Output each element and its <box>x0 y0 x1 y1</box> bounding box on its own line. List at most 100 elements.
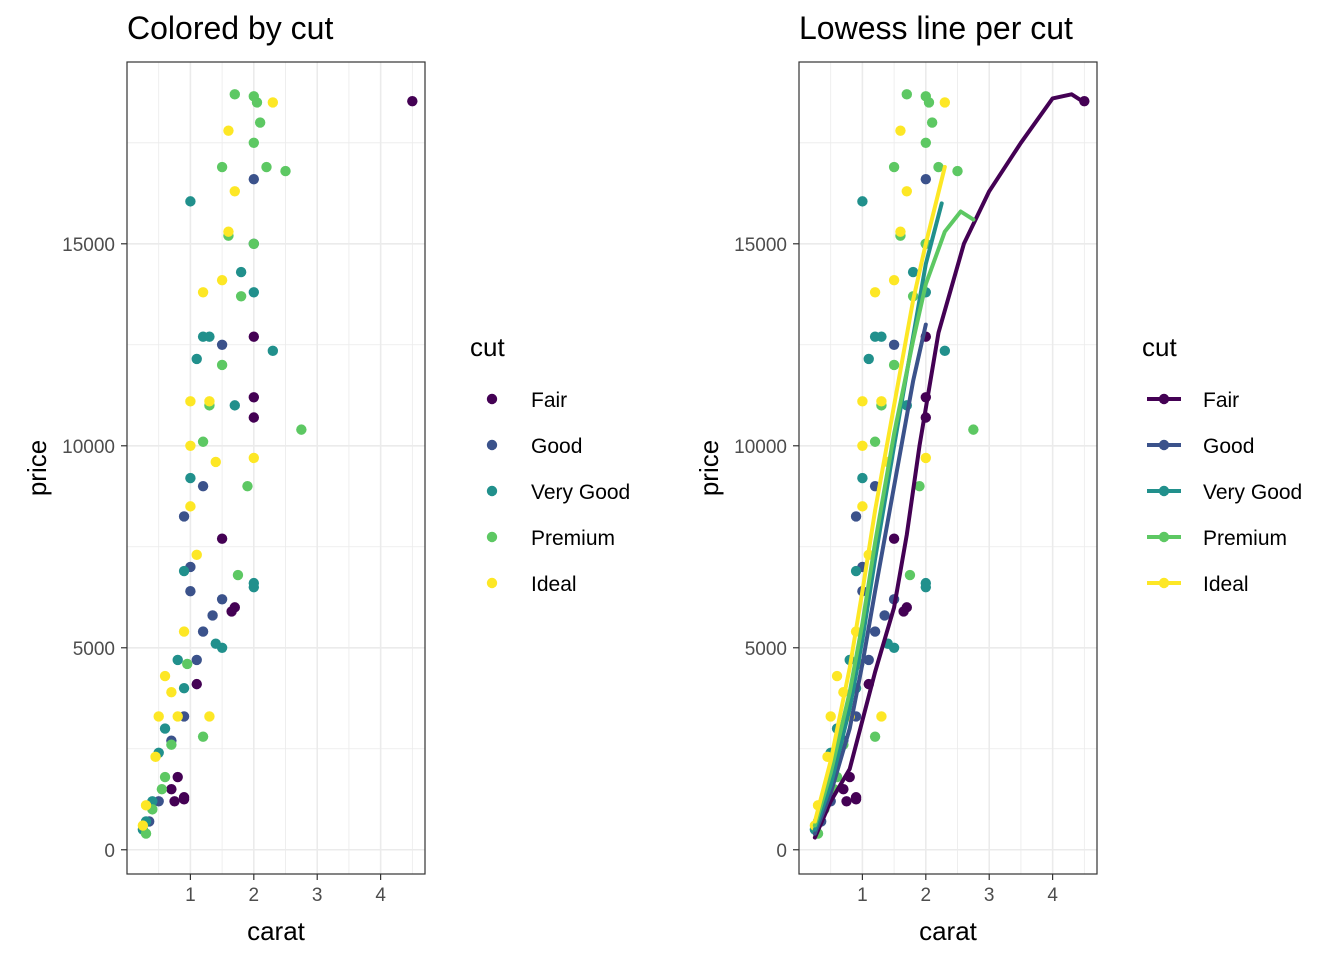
data-point-ideal <box>857 440 868 451</box>
panel-border <box>126 61 426 875</box>
lowess-line-premium <box>812 209 976 828</box>
legend-item: Ideal <box>1147 573 1249 596</box>
data-point-fair <box>841 796 852 807</box>
chart-title: Lowess line per cut <box>799 10 1073 46</box>
data-point-good <box>197 480 209 492</box>
legend-key-point <box>1158 531 1170 543</box>
legend-item: Good <box>486 435 582 458</box>
data-point-good <box>185 586 196 597</box>
data-point-premium <box>952 165 963 177</box>
legend-label: Good <box>531 435 582 458</box>
data-point-premium <box>235 291 247 302</box>
data-point-very-good <box>857 472 868 484</box>
data-point-ideal <box>888 274 900 286</box>
data-point-very-good <box>178 682 190 694</box>
data-point-fair <box>248 392 260 403</box>
y-tick-label: 10000 <box>734 437 787 458</box>
data-point-ideal <box>857 396 868 407</box>
data-point-ideal <box>150 751 161 763</box>
data-point-ideal <box>185 396 196 407</box>
x-axis-label: carat <box>247 916 306 946</box>
data-point-fair <box>248 331 260 342</box>
data-point-ideal <box>876 396 887 407</box>
data-point-premium <box>968 424 979 435</box>
data-point-very-good <box>229 400 240 411</box>
data-point-premium <box>197 731 209 742</box>
legend-items: Fair Good Very Good Premium Ideal <box>1147 389 1302 596</box>
data-point-very-good <box>920 577 932 589</box>
lowess-line-ideal <box>812 165 947 824</box>
panel-colored-by-cut: Colored by cut carat price 1 2 3 4 0 5000 1000… <box>22 10 426 946</box>
data-point-very-good <box>172 654 183 666</box>
legend-label: Fair <box>531 389 567 412</box>
data-point-very-good <box>850 565 862 577</box>
data-point-fair <box>166 783 177 795</box>
data-point-premium <box>232 569 244 581</box>
data-point-ideal <box>223 226 234 237</box>
data-point-ideal <box>185 440 196 451</box>
data-point-ideal <box>901 186 912 197</box>
chart-title: Colored by cut <box>127 10 333 46</box>
panel-lowess-per-cut: Lowess line per cut carat price 1 2 3 4 0 500… <box>694 10 1098 946</box>
data-point-premium <box>254 117 266 128</box>
data-point-good <box>207 610 218 621</box>
legend-key-point <box>1158 485 1170 497</box>
data-point-ideal <box>825 711 836 722</box>
data-point-ideal <box>895 226 906 237</box>
data-point-ideal <box>197 287 209 298</box>
data-point-premium <box>248 238 260 249</box>
data-point-premium <box>182 658 193 670</box>
y-tick-label: 5000 <box>73 639 115 660</box>
data-point-premium <box>923 97 935 108</box>
data-point-very-good <box>185 472 196 484</box>
data-point-fair <box>888 533 900 544</box>
data-point-ideal <box>223 125 234 136</box>
data-point-ideal <box>204 711 215 722</box>
data-point-very-good <box>248 287 260 298</box>
legend-key-point <box>486 439 498 451</box>
data-point-fair <box>216 533 228 544</box>
legend-key-point <box>486 577 498 589</box>
data-point-very-good <box>248 577 260 589</box>
data-point-ideal <box>229 186 240 197</box>
data-point-premium <box>216 359 228 371</box>
legend-label: Fair <box>1203 389 1239 412</box>
legend-label: Very Good <box>531 481 630 504</box>
legend-key-point <box>486 531 498 543</box>
x-tick-label: 2 <box>921 885 932 906</box>
data-point-fair <box>169 796 180 807</box>
data-point-premium <box>926 117 938 128</box>
x-tick-label: 3 <box>312 885 323 906</box>
data-point-premium <box>166 739 177 750</box>
x-axis-label: carat <box>919 916 978 946</box>
legend-label: Ideal <box>1203 573 1249 596</box>
data-point-good <box>920 173 932 185</box>
plot-area: 1 2 3 4 0 5000 10000 15000 <box>734 61 1098 906</box>
data-point-premium <box>914 480 925 492</box>
data-point-ideal <box>140 800 152 811</box>
data-point-ideal <box>939 97 951 108</box>
data-point-fair <box>850 794 862 805</box>
data-point-very-good <box>939 345 951 357</box>
legend-label: Very Good <box>1203 481 1302 504</box>
data-point-premium <box>242 480 253 492</box>
data-point-very-good <box>235 266 247 278</box>
legend-lines: cut Fair Good Very Good Premium Ideal <box>1142 332 1302 596</box>
legend-item: Very Good <box>1147 481 1302 504</box>
data-point-ideal <box>210 456 221 468</box>
data-point-ideal <box>216 274 228 286</box>
data-point-ideal <box>857 501 868 512</box>
y-tick-label: 10000 <box>62 437 115 458</box>
data-point-good <box>888 339 900 350</box>
legend-items: Fair Good Very Good Premium Ideal <box>486 389 630 596</box>
data-point-ideal <box>185 501 196 512</box>
data-point-good <box>216 594 228 605</box>
y-tick-label: 0 <box>776 841 787 862</box>
data-point-premium <box>869 436 881 447</box>
legend-key-point <box>1158 577 1170 589</box>
data-point-ideal <box>191 549 202 561</box>
data-point-good <box>879 610 890 621</box>
legend-label: Premium <box>531 527 615 550</box>
data-point-very-good <box>191 353 202 365</box>
